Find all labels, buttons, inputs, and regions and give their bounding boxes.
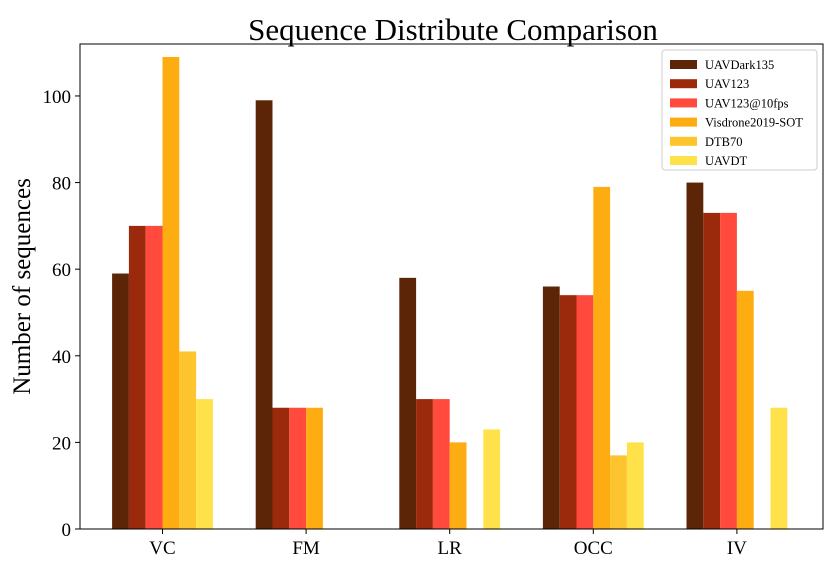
legend-label: UAVDark135: [705, 58, 774, 72]
axes-frame: [79, 43, 824, 530]
legend-swatch: [670, 60, 697, 69]
legend-box: [661, 49, 818, 171]
bar-uav123-10fps-vc: [145, 225, 163, 529]
bar-uavdark135-vc: [112, 273, 129, 529]
bar-uavdt-vc: [196, 399, 213, 529]
x-tick-label-occ: OCC: [574, 538, 613, 559]
y-tick-label: 40: [52, 347, 71, 368]
legend-swatch: [670, 117, 697, 127]
legend-swatch: [670, 156, 697, 165]
bar-dtb70-vc: [179, 351, 197, 529]
bar-uavdark135-fm: [255, 100, 273, 529]
x-tick-label-vc: VC: [149, 538, 175, 559]
plot-area: 0 20 40 60 80 100 VC FM LR OCC IV: [43, 43, 824, 559]
legend-swatch: [670, 136, 697, 146]
bar-uav123-10fps-fm: [289, 407, 307, 529]
bar-visdrone2019-sot-fm: [306, 407, 323, 529]
bar-visdrone2019-sot-lr: [449, 442, 467, 529]
bar-uav123-iv: [703, 212, 721, 530]
bar-visdrone2019-sot-vc: [162, 56, 180, 530]
bar-uavdark135-iv: [686, 182, 704, 530]
legend: UAVDark135 UAV123 UAV123@10fps Visdrone2019…: [661, 49, 818, 171]
y-tick-label: 80: [52, 174, 71, 195]
y-tick-label: 0: [62, 520, 72, 541]
bar-uav123-occ: [559, 295, 577, 529]
x-tick-label-lr: LR: [438, 538, 463, 559]
y-tick-label: 60: [52, 260, 71, 281]
bar-uav123-vc: [128, 225, 146, 529]
y-tick-label: 100: [43, 87, 72, 108]
bar-uavdark135-lr: [399, 277, 417, 529]
bar-uav123-lr: [416, 399, 433, 529]
bar-visdrone2019-sot-occ: [593, 186, 611, 529]
bar-uav123-10fps-lr: [432, 399, 450, 529]
legend-label: UAV123@10fps: [705, 96, 789, 110]
bar-uav123-10fps-iv: [720, 212, 737, 530]
bar-uavdark135-occ: [542, 286, 560, 529]
legend-swatch: [670, 79, 697, 89]
y-tick-label: 20: [52, 433, 71, 454]
chart-title: Sequence Distribute Comparison: [248, 12, 658, 47]
x-tick-label-fm: FM: [292, 538, 320, 559]
x-tick-label-iv: IV: [727, 538, 747, 559]
bar-uavdt-occ: [626, 442, 644, 529]
legend-label: DTB70: [705, 135, 743, 149]
legend-label: UAVDT: [705, 154, 747, 168]
bar-uavdt-iv: [770, 407, 788, 529]
legend-label: UAV123: [705, 77, 749, 91]
bar-dtb70-occ: [610, 455, 627, 529]
bar-uav123-fm: [272, 407, 290, 529]
legend-swatch: [670, 98, 697, 108]
bar-visdrone2019-sot-iv: [736, 290, 754, 529]
bar-uav123-10fps-occ: [576, 295, 594, 529]
y-axis-label: Number of sequences: [9, 178, 36, 395]
legend-label: Visdrone2019-SOT: [705, 116, 803, 130]
bar-uavdt-lr: [483, 429, 501, 529]
